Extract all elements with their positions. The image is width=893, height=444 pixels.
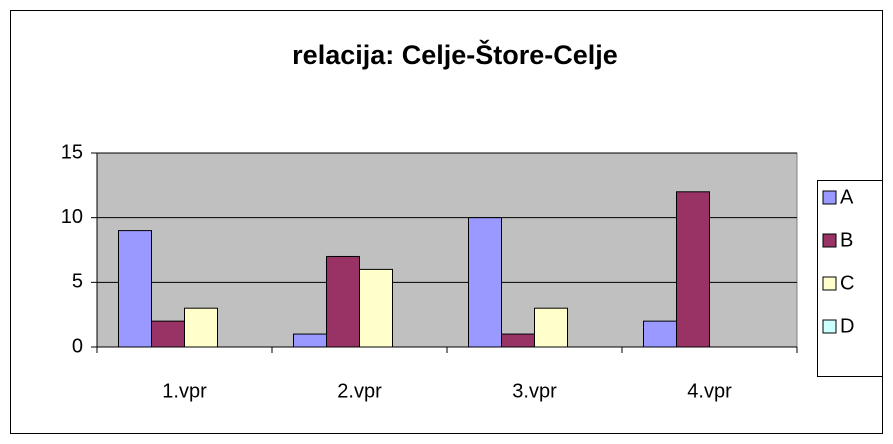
bar (326, 255, 360, 348)
bar (293, 333, 327, 348)
bar (151, 320, 185, 348)
x-tick-label: 4.vpr (687, 380, 732, 402)
y-tick-label: 0 (72, 335, 83, 357)
bar (468, 217, 502, 348)
x-tick-label: 3.vpr (512, 380, 557, 402)
y-tick-label: 15 (61, 141, 83, 163)
chart-title: relacija: Celje-Štore-Celje (292, 39, 618, 70)
x-tick-label: 1.vpr (162, 380, 207, 402)
bar (534, 307, 568, 348)
y-tick-label: 10 (61, 206, 83, 228)
legend-swatch (822, 233, 837, 248)
legend-label: D (840, 315, 854, 337)
y-tick-label: 5 (72, 271, 83, 293)
bar (118, 230, 152, 348)
bar (501, 333, 535, 348)
legend-label: C (840, 272, 854, 294)
bar (676, 191, 710, 348)
bar (359, 268, 393, 348)
legend-swatch (822, 276, 837, 291)
legend-label: B (840, 229, 853, 251)
legend-swatch (822, 319, 837, 334)
legend-swatch (822, 190, 837, 205)
bar (643, 320, 677, 348)
legend-label: A (840, 186, 854, 208)
bar (184, 307, 218, 348)
x-tick-label: 2.vpr (337, 380, 382, 402)
